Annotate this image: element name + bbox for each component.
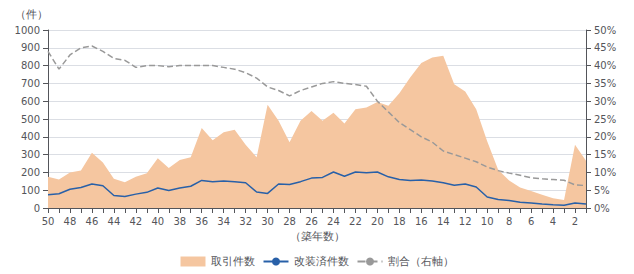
svg-text:38: 38 <box>173 216 186 227</box>
svg-text:900: 900 <box>21 42 40 53</box>
svg-text:50: 50 <box>42 216 55 227</box>
svg-text:25%: 25% <box>594 114 616 125</box>
svg-text:10: 10 <box>481 216 494 227</box>
svg-text:44: 44 <box>108 216 121 227</box>
svg-text:12: 12 <box>459 216 472 227</box>
svg-text:600: 600 <box>21 96 40 107</box>
svg-text:700: 700 <box>21 78 40 89</box>
svg-text:46: 46 <box>86 216 99 227</box>
svg-text:30: 30 <box>261 216 274 227</box>
svg-text:45%: 45% <box>594 42 616 53</box>
svg-text:取引件数: 取引件数 <box>211 255 255 268</box>
svg-text:5%: 5% <box>594 185 610 196</box>
svg-text:（築年数）: （築年数） <box>290 230 345 243</box>
svg-text:35%: 35% <box>594 78 616 89</box>
svg-text:40: 40 <box>151 216 164 227</box>
svg-text:400: 400 <box>21 131 40 142</box>
svg-text:10%: 10% <box>594 167 616 178</box>
svg-text:6: 6 <box>528 216 534 227</box>
svg-text:24: 24 <box>327 216 340 227</box>
svg-text:4: 4 <box>550 216 556 227</box>
svg-text:改装済件数: 改装済件数 <box>294 255 349 268</box>
svg-text:42: 42 <box>129 216 142 227</box>
svg-text:割合（右軸）: 割合（右軸） <box>388 255 454 268</box>
svg-text:0: 0 <box>34 203 40 214</box>
svg-text:28: 28 <box>283 216 296 227</box>
svg-text:8: 8 <box>506 216 512 227</box>
svg-text:200: 200 <box>21 167 40 178</box>
svg-text:16: 16 <box>415 216 428 227</box>
svg-text:300: 300 <box>21 149 40 160</box>
svg-text:14: 14 <box>437 216 450 227</box>
svg-text:26: 26 <box>305 216 318 227</box>
svg-text:40%: 40% <box>594 60 616 71</box>
svg-text:36: 36 <box>195 216 208 227</box>
svg-text:22: 22 <box>349 216 362 227</box>
svg-text:50%: 50% <box>594 25 616 36</box>
svg-text:20%: 20% <box>594 131 616 142</box>
svg-text:2: 2 <box>572 216 578 227</box>
svg-text:500: 500 <box>21 114 40 125</box>
svg-text:800: 800 <box>21 60 40 71</box>
svg-text:34: 34 <box>217 216 230 227</box>
svg-text:0%: 0% <box>594 203 610 214</box>
svg-text:18: 18 <box>393 216 406 227</box>
svg-text:48: 48 <box>64 216 77 227</box>
svg-text:100: 100 <box>21 185 40 196</box>
svg-text:20: 20 <box>371 216 384 227</box>
svg-text:1000: 1000 <box>15 25 40 36</box>
svg-text:（件）: （件） <box>15 8 48 21</box>
svg-text:30%: 30% <box>594 96 616 107</box>
svg-text:15%: 15% <box>594 149 616 160</box>
svg-text:32: 32 <box>239 216 252 227</box>
